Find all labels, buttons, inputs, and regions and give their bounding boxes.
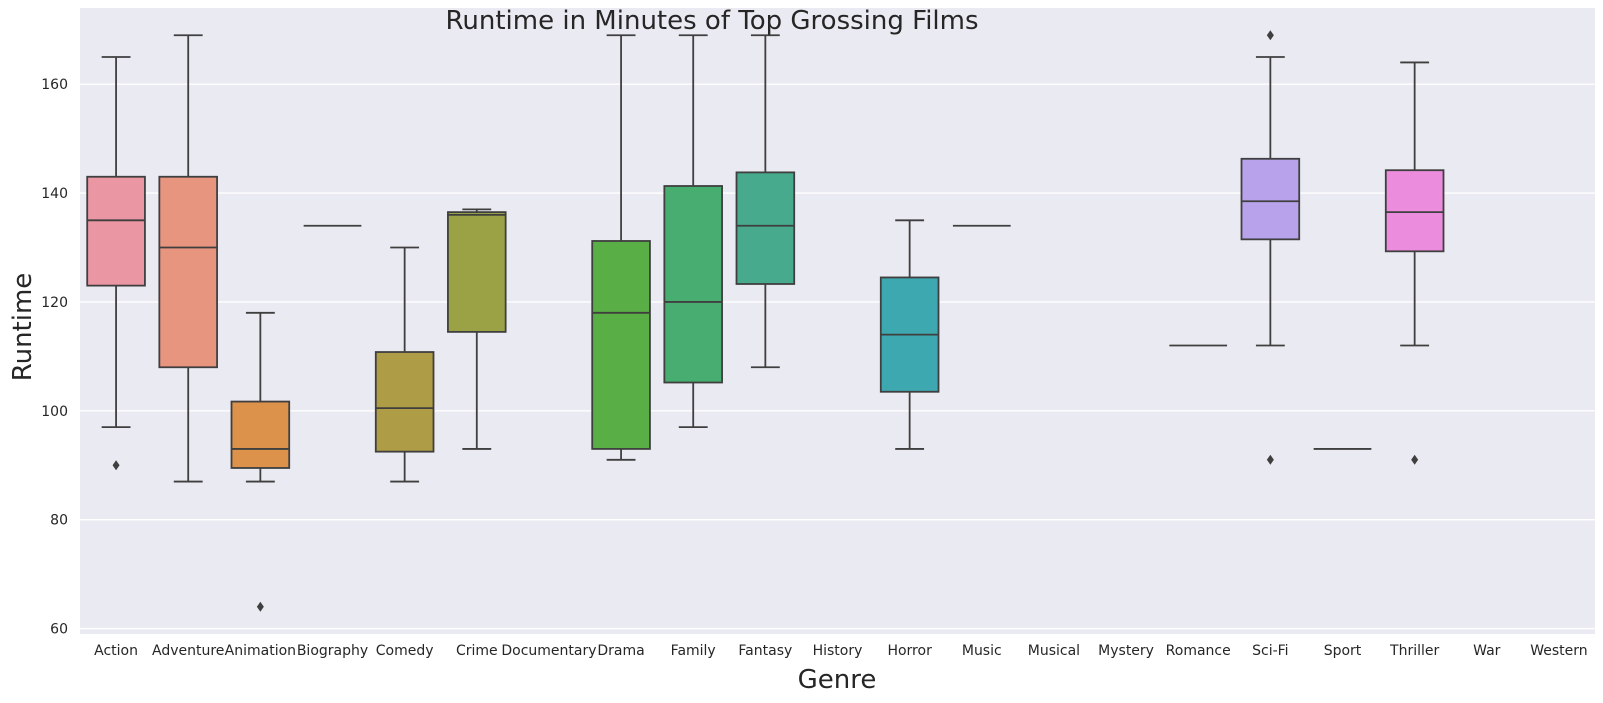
box-horror <box>879 219 940 450</box>
x-tick-label: Horror <box>887 643 932 659</box>
x-tick-label: Music <box>962 643 1002 659</box>
boxes-layer <box>86 30 1445 612</box>
y-tick-label: 160 <box>41 77 68 93</box>
x-tick-label: Action <box>94 643 138 659</box>
outlier-point <box>1266 454 1274 465</box>
iqr-box <box>591 240 651 450</box>
x-tick-label: Adventure <box>152 643 224 659</box>
box-family <box>663 34 723 429</box>
x-tick-label: War <box>1473 643 1501 659</box>
iqr-box <box>86 175 146 287</box>
chart-title: Runtime in Minutes of Top Grossing Films <box>445 6 978 36</box>
gridlines <box>80 83 1595 630</box>
x-tick-label: Sci-Fi <box>1252 643 1288 659</box>
x-axis-title: Genre <box>798 665 877 695</box>
y-tick-label: 100 <box>41 404 68 420</box>
iqr-box <box>230 400 291 469</box>
iqr-box <box>1384 169 1445 253</box>
iqr-box <box>735 171 796 285</box>
x-tick-label: Family <box>671 643 716 659</box>
x-tick-label: Animation <box>225 643 296 659</box>
iqr-box <box>374 351 435 453</box>
box-fantasy <box>735 34 796 369</box>
outlier-point <box>1411 454 1419 465</box>
x-tick-label: Drama <box>597 643 644 659</box>
x-tick-label: Biography <box>297 643 368 659</box>
box-sci-fi <box>1240 30 1301 465</box>
box-crime <box>447 208 507 450</box>
box-thriller <box>1384 61 1445 465</box>
x-tick-label: Comedy <box>376 643 434 659</box>
x-tick-label: Mystery <box>1098 643 1154 659</box>
x-tick-label: Fantasy <box>738 643 792 659</box>
x-tick-label: Musical <box>1028 643 1080 659</box>
outlier-point <box>112 460 120 471</box>
iqr-box <box>663 185 723 384</box>
box-adventure <box>158 34 218 483</box>
y-tick-labels: 60 80 100 120 140 160 <box>41 77 68 637</box>
box-comedy <box>374 246 435 483</box>
plot-background <box>80 8 1595 634</box>
y-tick-label: 120 <box>41 295 68 311</box>
iqr-box <box>158 175 218 369</box>
y-tick-label: 140 <box>41 186 68 202</box>
box-action <box>86 56 146 471</box>
y-axis-title: Runtime <box>8 273 38 382</box>
x-tick-label: Thriller <box>1389 643 1439 659</box>
x-tick-label: Crime <box>456 643 498 659</box>
x-tick-label: Western <box>1530 643 1587 659</box>
box-animation <box>230 311 291 612</box>
x-tick-label: Romance <box>1166 643 1231 659</box>
iqr-box <box>447 211 507 333</box>
outlier-point <box>1266 30 1274 41</box>
x-tick-labels: Action Adventure Animation Biography Comedy C… <box>94 643 1587 659</box>
x-tick-label: Documentary <box>501 643 596 659</box>
outlier-point <box>256 601 264 612</box>
box-drama <box>591 34 651 461</box>
y-tick-label: 80 <box>50 513 68 529</box>
y-tick-label: 60 <box>50 622 68 638</box>
iqr-box <box>1240 157 1301 241</box>
x-tick-label: Sport <box>1324 643 1362 659</box>
x-tick-label: History <box>813 643 863 659</box>
